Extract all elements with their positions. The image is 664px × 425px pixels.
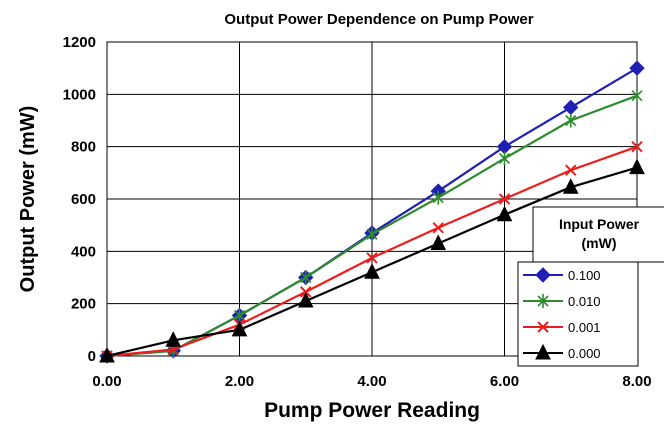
- data-point: [364, 263, 380, 279]
- data-point: [496, 205, 513, 222]
- legend-title-line2: (mW): [582, 235, 617, 251]
- x-tick-label: 4.00: [357, 373, 386, 390]
- legend-label: 0.001: [568, 320, 601, 335]
- data-point: [565, 164, 577, 176]
- data-point: [631, 88, 643, 103]
- legend: Input Power (mW) 0.100 0.010 0.001 0.000: [517, 206, 664, 367]
- data-point: [498, 151, 511, 166]
- data-point: [366, 227, 378, 242]
- legend-marker: [537, 321, 549, 333]
- y-tick-label: 200: [71, 296, 96, 313]
- x-tick-label: 2.00: [225, 373, 254, 390]
- legend-item-0.000: 0.000: [523, 343, 601, 361]
- data-point: [432, 222, 444, 234]
- x-tick-labels: 0.00 2.00 4.00 6.00 8.00: [92, 373, 651, 390]
- data-point: [432, 190, 444, 205]
- legend-marker: [537, 294, 549, 308]
- data-point: [631, 140, 643, 153]
- legend-item-0.010: 0.010: [523, 294, 601, 309]
- x-tick-label: 0.00: [92, 373, 121, 390]
- y-tick-label: 1000: [63, 86, 96, 103]
- data-point: [231, 320, 248, 337]
- x-tick-label: 8.00: [622, 373, 651, 390]
- x-axis-label: Pump Power Reading: [264, 399, 480, 422]
- data-point: [629, 60, 645, 76]
- data-point: [629, 158, 645, 175]
- data-point: [99, 346, 115, 363]
- legend-marker: [535, 343, 551, 360]
- y-tick-label: 1200: [63, 34, 96, 51]
- chart-title: Output Power Dependence on Pump Power: [224, 11, 533, 28]
- legend-label: 0.000: [568, 346, 601, 361]
- data-point: [563, 99, 579, 116]
- data-point: [498, 193, 511, 205]
- data-point: [430, 234, 447, 250]
- legend-marker: [535, 267, 551, 283]
- data-point: [565, 113, 577, 128]
- series-0.000: [99, 158, 645, 363]
- y-axis-label: Output Power (mW): [17, 106, 39, 293]
- legend-label: 0.100: [568, 268, 601, 283]
- legend-item-0.001: 0.001: [523, 320, 601, 335]
- legend-label: 0.010: [568, 294, 601, 309]
- x-tick-label: 6.00: [490, 373, 519, 390]
- data-point: [300, 270, 312, 285]
- series-group: [99, 60, 645, 364]
- plot-area-frame: [106, 41, 638, 357]
- data-point: [165, 331, 182, 347]
- y-tick-label: 0: [88, 348, 96, 365]
- data-point: [562, 178, 579, 194]
- data-point: [300, 286, 312, 298]
- legend-item-0.100: 0.100: [523, 267, 601, 283]
- legend-title-line1: Input Power: [559, 216, 640, 232]
- data-point: [233, 308, 246, 323]
- y-tick-label: 400: [71, 243, 96, 260]
- y-tick-label: 800: [71, 139, 96, 156]
- y-tick-label: 600: [71, 191, 96, 208]
- data-point: [366, 252, 378, 264]
- legend-title-box: [532, 206, 664, 263]
- data-point: [297, 291, 314, 308]
- y-tick-labels: 0 200 400 600 800 1000 1200: [63, 34, 96, 365]
- legend-box: [517, 261, 639, 367]
